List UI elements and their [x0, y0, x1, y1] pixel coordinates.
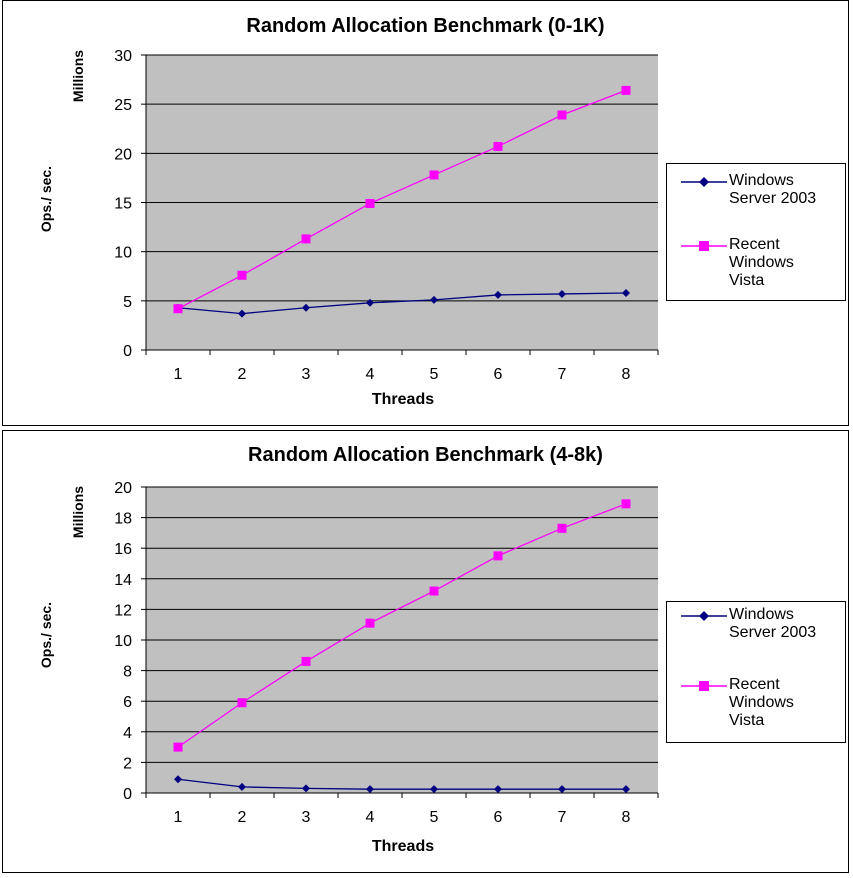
data-point [558, 785, 566, 794]
data-point [366, 298, 374, 307]
legend-label: Recent Windows Vista [729, 676, 794, 729]
data-point [430, 785, 438, 794]
y-tick-label: 0 [123, 786, 132, 803]
data-point [557, 110, 567, 120]
y-tick-label: 0 [123, 343, 132, 360]
x-tick-label: 7 [558, 809, 567, 826]
x-tick-label: 1 [174, 366, 183, 383]
data-point [621, 499, 631, 509]
x-tick-label: 3 [302, 809, 311, 826]
data-point [494, 785, 502, 794]
data-point [493, 141, 503, 151]
legend-label: Windows Server 2003 [729, 172, 817, 207]
data-point [366, 785, 374, 794]
chart-legend: Windows Server 2003 Recent Windows Vista [666, 601, 846, 743]
data-point [558, 289, 566, 298]
data-point [238, 309, 246, 318]
y-tick-label: 2 [123, 755, 132, 772]
x-tick-label: 1 [174, 809, 183, 826]
x-axis-label: Threads [371, 838, 435, 855]
x-tick-label: 4 [366, 809, 375, 826]
x-tick-label: 3 [302, 366, 311, 383]
data-point [238, 782, 246, 791]
square-marker-icon [681, 679, 727, 693]
y-tick-label: 10 [114, 633, 132, 650]
x-tick-label: 7 [558, 366, 567, 383]
data-point [237, 270, 247, 280]
y-tick-label: 12 [114, 602, 132, 619]
diamond-marker-icon [681, 609, 727, 623]
data-point [301, 234, 311, 244]
data-point [429, 170, 439, 180]
data-point [621, 85, 631, 95]
data-point [302, 784, 310, 793]
square-marker-icon [681, 239, 727, 253]
data-point [429, 586, 439, 596]
y-tick-label: 18 [114, 511, 132, 528]
data-point [494, 290, 502, 299]
x-tick-label: 5 [430, 366, 439, 383]
legend-label: Windows Server 2003 [729, 606, 817, 641]
data-point [302, 303, 310, 312]
data-point [365, 198, 375, 208]
data-point [430, 295, 438, 304]
y-tick-label: 25 [114, 97, 132, 114]
chart-title: Random Allocation Benchmark (4-8k) [248, 444, 603, 466]
y-tick-label: 10 [114, 245, 132, 262]
y-tick-label: 4 [123, 725, 132, 742]
y-tick-label: 20 [114, 480, 132, 497]
y-tick-label: 14 [114, 572, 132, 589]
data-point [173, 742, 183, 752]
x-tick-label: 8 [622, 809, 631, 826]
data-point [237, 698, 247, 708]
y-tick-label: 30 [114, 48, 132, 65]
y-tick-label: 16 [114, 541, 132, 558]
y-tick-label: 5 [123, 294, 132, 311]
data-point [622, 785, 630, 794]
x-tick-label: 5 [430, 809, 439, 826]
data-point [301, 656, 311, 666]
data-point [493, 551, 503, 561]
data-point [557, 523, 567, 533]
x-axis-label: Threads [371, 391, 435, 408]
data-point [622, 288, 630, 297]
chart-plot-1: 0 5 10 15 20 25 30 1 2 3 4 5 6 7 8 [114, 48, 659, 383]
y-tick-label: 6 [123, 694, 132, 711]
x-tick-label: 2 [238, 366, 247, 383]
x-tick-label: 4 [366, 366, 375, 383]
series-line [177, 89, 627, 310]
legend-label: Recent Windows Vista [729, 236, 794, 289]
series-line [177, 292, 627, 315]
y-tick-label: 8 [123, 664, 132, 681]
y-tick-label: 20 [114, 146, 132, 163]
data-point [173, 304, 183, 314]
x-tick-label: 8 [622, 366, 631, 383]
data-point [365, 618, 375, 628]
series-line [177, 778, 626, 790]
chart-panel-1: Random Allocation Benchmark (0-1K) Milli… [2, 0, 849, 426]
data-point [174, 775, 182, 784]
chart-legend: Windows Server 2003 Recent Windows Vista [666, 163, 846, 301]
diamond-marker-icon [681, 175, 727, 189]
chart-panel-2: Random Allocation Benchmark (4-8k) Milli… [2, 430, 849, 873]
chart-title: Random Allocation Benchmark (0-1K) [246, 15, 605, 37]
y-tick-label: 15 [114, 196, 132, 213]
x-tick-label: 2 [238, 809, 247, 826]
x-tick-label: 6 [494, 809, 503, 826]
series-line [177, 503, 627, 748]
x-tick-label: 6 [494, 366, 503, 383]
